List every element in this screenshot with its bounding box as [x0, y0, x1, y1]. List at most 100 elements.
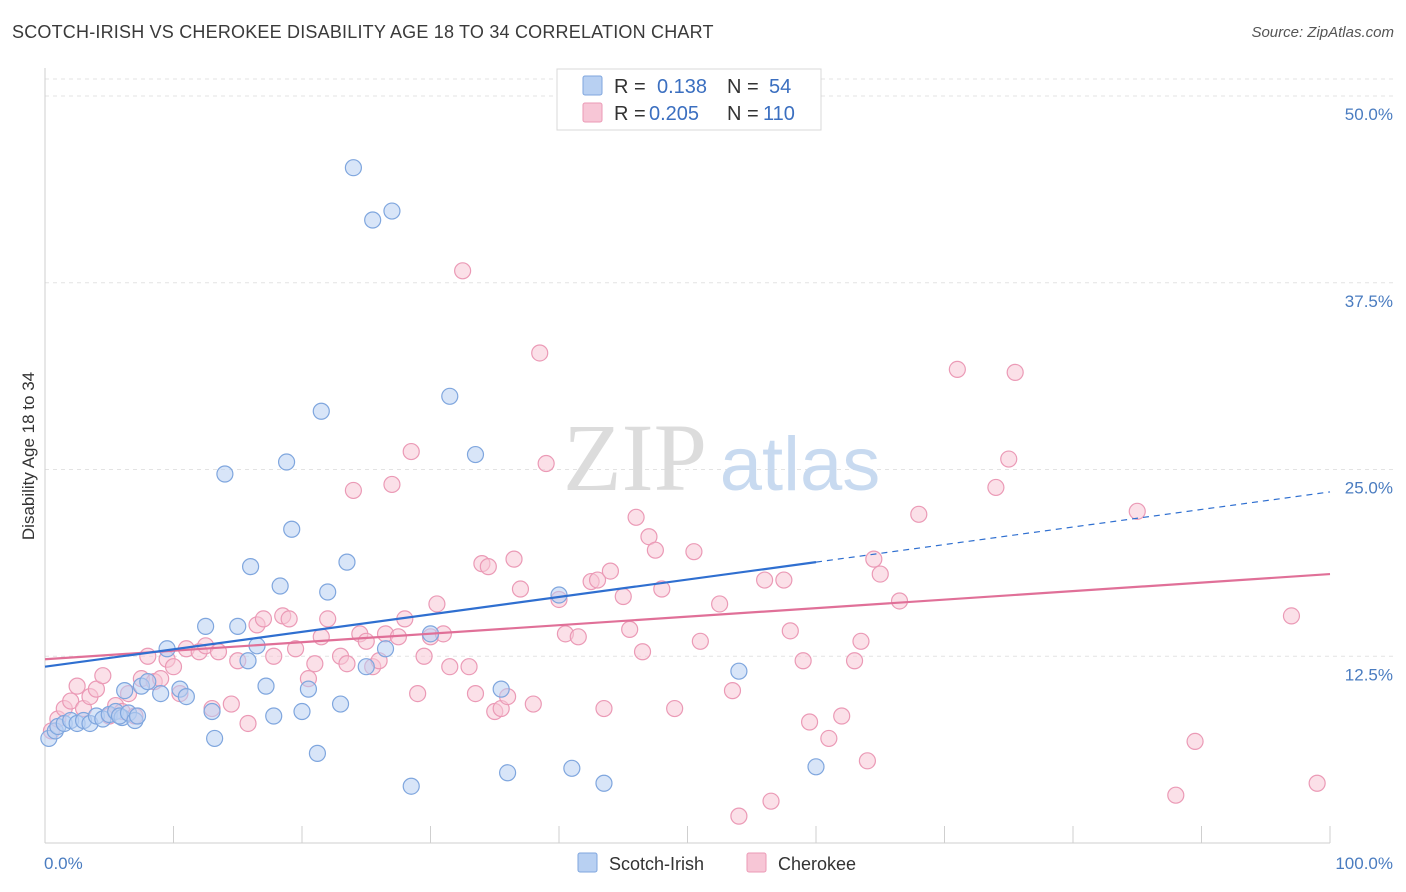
scotch-irish-point-54 — [499, 764, 517, 782]
cherokee-point-47 — [383, 475, 401, 494]
cherokee-point-96 — [820, 729, 838, 748]
cherokee-point-108 — [1006, 363, 1024, 381]
cherokee-point-107 — [1000, 450, 1018, 468]
scotch-irish-point-43 — [338, 553, 356, 571]
cherokee-point-104 — [910, 505, 928, 523]
bottom-legend: Scotch-Irish Cherokee — [577, 852, 856, 874]
cherokee-point-94 — [794, 652, 812, 670]
cherokee-point-72 — [569, 628, 587, 646]
scotch-irish-point-34 — [271, 577, 289, 595]
cherokee-point-83 — [653, 580, 671, 598]
cherokee-point-51 — [409, 684, 427, 703]
source-credit: Source: ZipAtlas.com — [1251, 24, 1394, 41]
scotch-irish-point-57 — [595, 774, 613, 792]
cherokee-point-87 — [711, 595, 729, 613]
scotch-irish-point-53 — [492, 680, 510, 698]
cherokee-point-30 — [254, 610, 273, 628]
scotch-irish-point-55 — [550, 586, 568, 604]
cherokee-point-68 — [531, 344, 549, 362]
cherokee-point-109 — [1128, 502, 1146, 520]
scotch-irish-point-47 — [376, 640, 395, 658]
scotch-irish-point-48 — [383, 202, 401, 220]
legend-n-label-1: N = — [727, 76, 759, 98]
scotch-irish-point-25 — [203, 702, 221, 721]
legend-r-value-2: 0.205 — [649, 103, 699, 125]
watermark: ZIP atlas — [563, 404, 880, 511]
cherokee-point-98 — [845, 652, 864, 670]
scotch-irish-point-56 — [563, 759, 581, 777]
cherokee-point-92 — [775, 571, 793, 589]
cherokee-point-80 — [633, 643, 652, 661]
y-axis-label: Disability Age 18 to 34 — [19, 372, 38, 540]
cherokee-point-57 — [454, 262, 472, 280]
scotch-irish-point-44 — [344, 159, 362, 177]
cherokee-point-52 — [415, 647, 433, 665]
legend-n-label-2: N = — [727, 103, 759, 125]
cherokee-point-4 — [68, 677, 86, 695]
legend-r-value-1: 0.138 — [657, 76, 707, 98]
cherokee-point-15 — [139, 647, 157, 665]
cherokee-point-31 — [265, 647, 283, 665]
bottom-legend-swatch-cherokee — [746, 852, 767, 873]
scotch-irish-point-41 — [319, 583, 337, 601]
cherokee-point-106 — [987, 478, 1005, 497]
cherokee-point-105 — [948, 360, 966, 379]
scotch-irish-point-59 — [807, 758, 825, 776]
cherokee-point-86 — [691, 632, 709, 650]
scotch-irish-point-16 — [128, 707, 147, 725]
cherokee-point-34 — [286, 640, 305, 658]
y-tick-label-1: 25.0% — [1345, 479, 1393, 498]
scotch-irish-trend-extension — [815, 491, 1331, 563]
bottom-legend-swatch-scotch-irish — [577, 852, 598, 873]
chart-title: SCOTCH-IRISH VS CHEROKEE DISABILITY AGE … — [12, 22, 714, 42]
legend-r-label-1: R = — [614, 76, 646, 98]
cherokee-point-8 — [94, 667, 112, 685]
cherokee-point-67 — [524, 695, 542, 713]
cherokee-point-93 — [781, 622, 799, 640]
cherokee-point-79 — [627, 508, 645, 526]
watermark-zip: ZIP — [563, 404, 707, 511]
cherokee-point-25 — [209, 643, 228, 661]
scotch-irish-trend-line — [44, 561, 817, 668]
cherokee-point-37 — [312, 628, 330, 646]
cherokee-point-74 — [588, 571, 607, 589]
cherokee-point-101 — [865, 550, 883, 568]
scotch-irish-point-35 — [277, 453, 296, 471]
cherokee-point-88 — [723, 682, 742, 700]
scotch-irish-point-49 — [402, 777, 420, 795]
cherokee-point-102 — [871, 565, 889, 583]
scotch-irish-point-30 — [242, 558, 260, 576]
cherokee-point-66 — [511, 580, 530, 598]
legend-n-value-2: 110 — [763, 103, 795, 125]
cherokee-point-54 — [428, 595, 446, 613]
cherokee-point-3 — [62, 692, 80, 710]
scotch-irish-point-37 — [293, 702, 311, 721]
cherokee-point-90 — [755, 571, 774, 589]
scotch-irish-point-17 — [116, 682, 134, 700]
x-tick-label-0: 0.0% — [44, 854, 83, 873]
y-tick-label-2: 37.5% — [1345, 292, 1393, 311]
cherokee-point-50 — [402, 442, 420, 461]
scotch-irish-points — [40, 159, 825, 795]
scotch-irish-point-32 — [257, 677, 275, 695]
scotch-irish-point-19 — [139, 673, 157, 691]
cherokee-point-65 — [505, 550, 523, 568]
scotch-irish-point-24 — [197, 617, 215, 635]
scotch-irish-point-36 — [283, 520, 301, 538]
cherokee-points — [42, 262, 1326, 825]
scotch-irish-point-58 — [730, 662, 748, 680]
legend-swatch-scotch-irish — [582, 75, 603, 96]
scotch-irish-point-33 — [265, 707, 283, 725]
cherokee-point-76 — [601, 562, 620, 580]
cherokee-point-95 — [800, 713, 819, 731]
cherokee-point-38 — [319, 610, 337, 628]
cherokee-point-59 — [466, 684, 485, 703]
bottom-legend-cherokee: Cherokee — [778, 854, 856, 874]
scotch-irish-point-27 — [216, 465, 234, 483]
trend-lines — [44, 491, 1331, 668]
legend: R = 0.138 N = 54 R = 0.205 N = 110 — [556, 68, 822, 131]
cherokee-point-82 — [646, 541, 664, 559]
cherokee-point-99 — [852, 632, 870, 650]
cherokee-point-19 — [164, 658, 183, 676]
scotch-irish-point-52 — [466, 445, 485, 464]
